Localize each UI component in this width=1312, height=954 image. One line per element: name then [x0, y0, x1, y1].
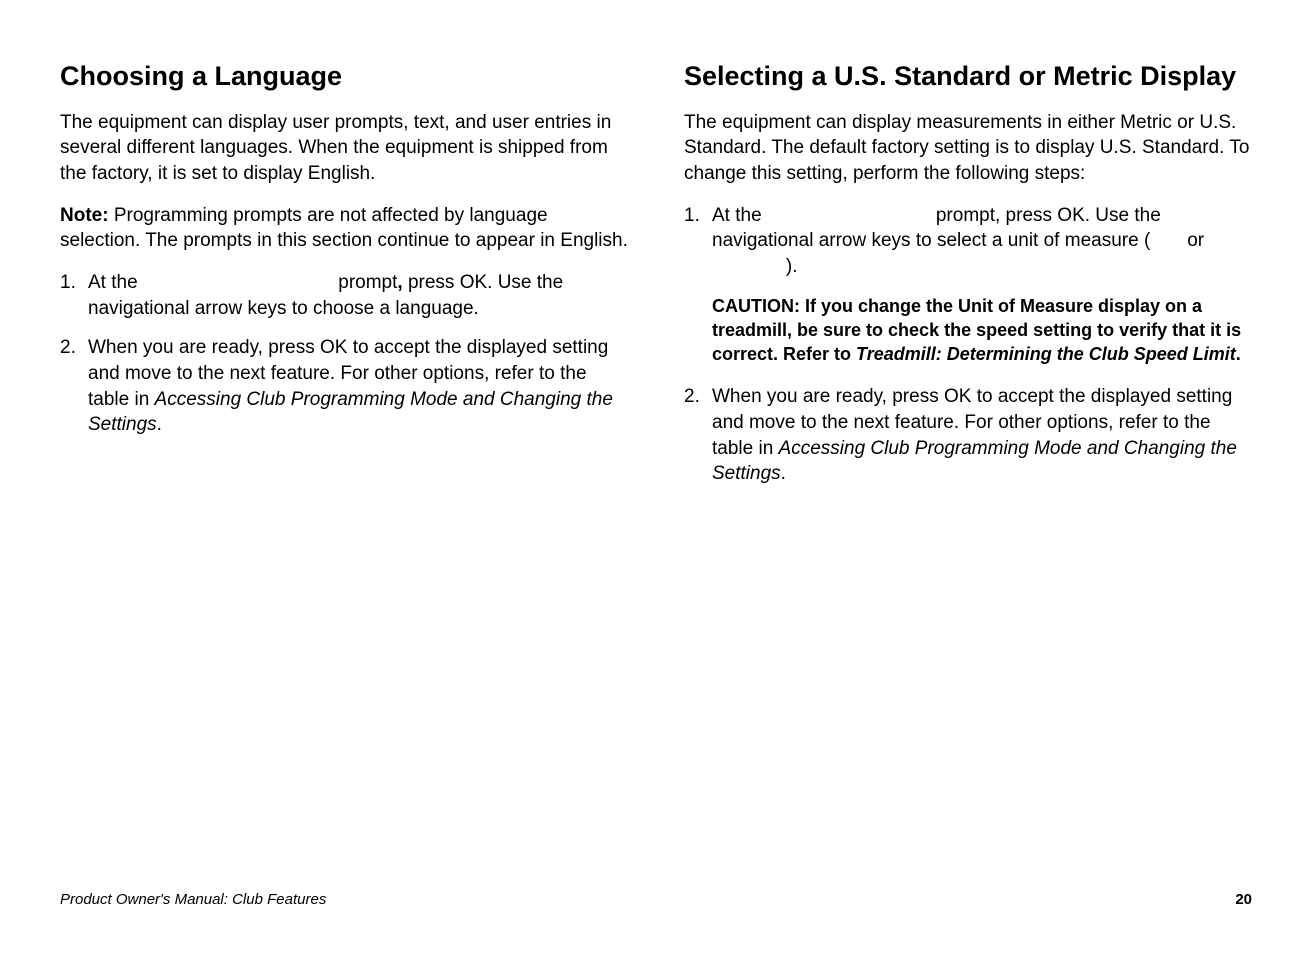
document-page: Choosing a Language The equipment can di…	[0, 0, 1312, 954]
note-body: Programming prompts are not affected by …	[60, 205, 628, 252]
step1-text-b: prompt	[333, 272, 397, 293]
step1-blank	[143, 270, 333, 296]
right-intro: The equipment can display measurements i…	[684, 110, 1252, 187]
left-heading: Choosing a Language	[60, 60, 628, 94]
caution-reference: Treadmill: Determining the Club Speed Li…	[856, 344, 1236, 364]
left-note: Note: Programming prompts are not affect…	[60, 203, 628, 254]
right-column: Selecting a U.S. Standard or Metric Disp…	[684, 60, 1252, 501]
left-step-2: When you are ready, press OK to accept t…	[60, 335, 628, 438]
right-step-2: When you are ready, press OK to accept t…	[684, 384, 1252, 487]
page-footer: Product Owner's Manual: Club Features 20	[60, 891, 1252, 908]
r-step1-c: or	[1187, 230, 1204, 251]
r-step2-reference: Accessing Club Programming Mode and Chan…	[712, 438, 1237, 485]
r-step1-blank1	[767, 203, 931, 229]
step2-reference: Accessing Club Programming Mode and Chan…	[88, 389, 613, 436]
r-step1-a: At the	[712, 205, 767, 226]
caution-block: CAUTION: If you change the Unit of Measu…	[712, 294, 1252, 367]
r-step1-d: ).	[786, 256, 798, 277]
right-steps-cont: When you are ready, press OK to accept t…	[684, 384, 1252, 487]
right-step-1: At the prompt, press OK. Use the navigat…	[684, 203, 1252, 280]
left-column: Choosing a Language The equipment can di…	[60, 60, 628, 501]
footer-page-number: 20	[1235, 891, 1252, 908]
two-column-layout: Choosing a Language The equipment can di…	[60, 60, 1252, 501]
left-steps: At the prompt, press OK. Use the navigat…	[60, 270, 628, 438]
r-step2-b: .	[781, 463, 786, 484]
r-step1-blank2	[1150, 228, 1187, 254]
step1-text-a: At the	[88, 272, 143, 293]
note-label: Note:	[60, 205, 109, 226]
right-steps: At the prompt, press OK. Use the navigat…	[684, 203, 1252, 280]
step2-text-b: .	[157, 414, 162, 435]
left-intro: The equipment can display user prompts, …	[60, 110, 628, 187]
footer-title: Product Owner's Manual: Club Features	[60, 891, 326, 908]
right-heading: Selecting a U.S. Standard or Metric Disp…	[684, 60, 1252, 94]
r-step1-blank3	[712, 254, 786, 280]
caution-text-b: .	[1236, 344, 1241, 364]
left-step-1: At the prompt, press OK. Use the navigat…	[60, 270, 628, 321]
